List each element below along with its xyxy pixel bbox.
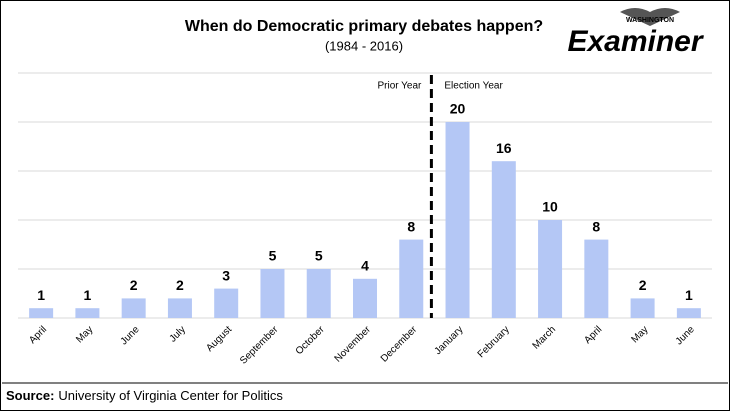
value-label: 5 (315, 248, 323, 264)
value-label: 1 (37, 287, 45, 303)
bar (167, 298, 192, 318)
value-label: 2 (130, 277, 138, 293)
value-label: 2 (639, 277, 647, 293)
value-label: 1 (84, 287, 92, 303)
logo-eagle (620, 8, 680, 26)
source-label: Source: (6, 388, 54, 403)
bar (29, 308, 54, 318)
annotation: Election Year (444, 81, 503, 92)
bar (75, 308, 100, 318)
value-label: 8 (407, 218, 415, 234)
value-label: 5 (269, 248, 277, 264)
logo-name: Examiner (567, 25, 704, 58)
bar (214, 288, 239, 318)
value-label: 16 (496, 140, 512, 156)
value-label: 1 (685, 287, 693, 303)
bar (306, 269, 331, 318)
value-label: 2 (176, 277, 184, 293)
annotation: Prior Year (377, 81, 422, 92)
value-label: 3 (222, 267, 230, 283)
bar (260, 269, 285, 318)
bar (584, 239, 609, 318)
chart-title: When do Democratic primary debates happe… (185, 18, 543, 35)
value-label: 8 (592, 218, 600, 234)
bar (121, 298, 146, 318)
value-label: 4 (361, 258, 369, 274)
bar (445, 122, 470, 318)
bar (538, 220, 563, 318)
logo-top: WASHINGTON (626, 17, 674, 24)
value-label: 20 (450, 101, 466, 117)
bar (630, 298, 655, 318)
value-label: 10 (542, 199, 558, 215)
bar (491, 161, 516, 318)
bar (353, 278, 377, 318)
chart-subtitle: (1984 - 2016) (325, 38, 403, 53)
source-text: University of Virginia Center for Politi… (58, 388, 283, 403)
source: Source: University of Virginia Center for… (6, 388, 283, 403)
bar (676, 308, 701, 318)
bar (399, 239, 424, 318)
logo: WASHINGTON Examiner (567, 8, 705, 58)
